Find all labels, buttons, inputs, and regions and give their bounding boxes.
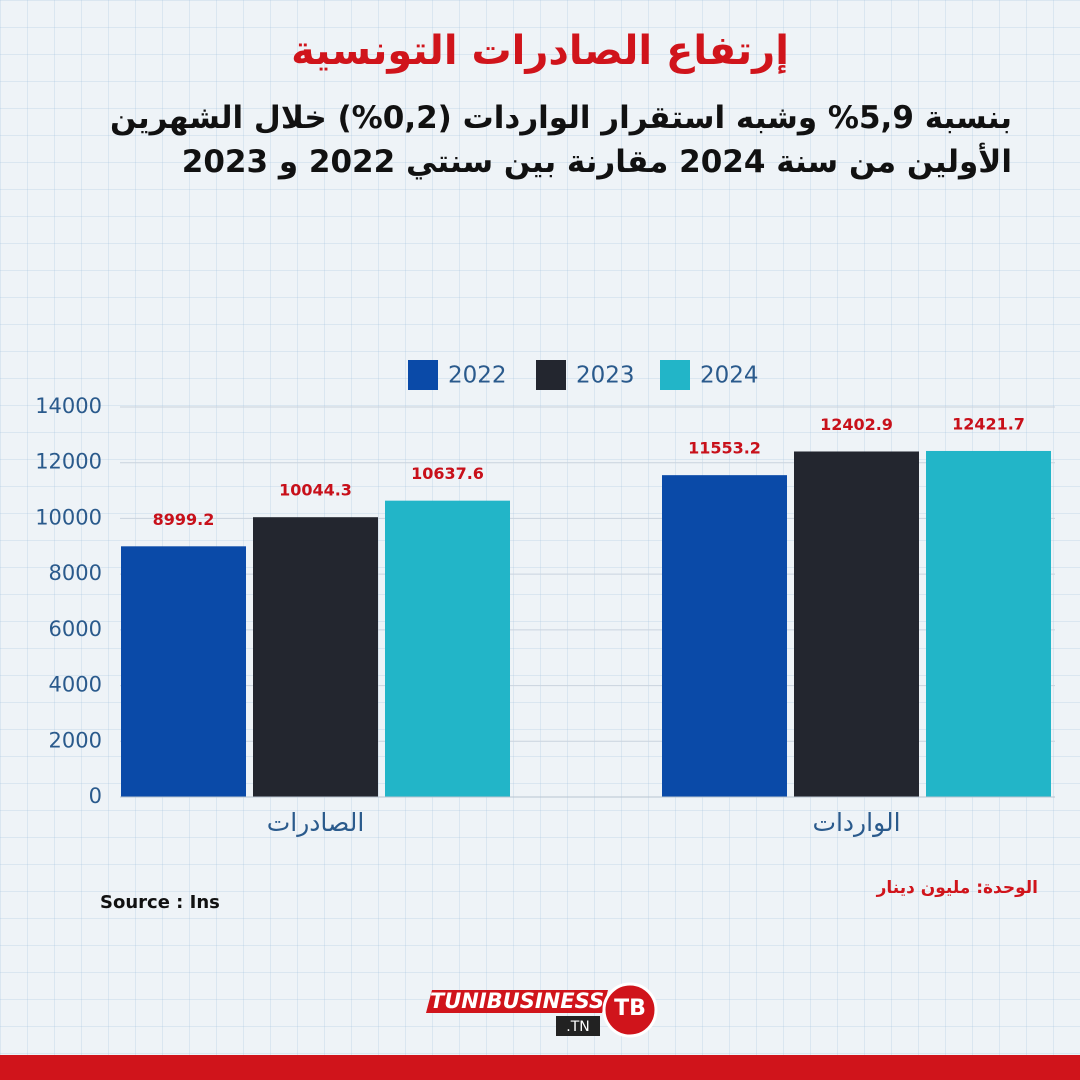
y-tick-label: 14000	[35, 394, 102, 418]
y-tick-label: 8000	[49, 561, 102, 585]
logo-badge-text: TB	[614, 996, 646, 1021]
logo-band	[426, 990, 608, 1013]
value-label: 12402.9	[820, 415, 893, 434]
bar	[385, 500, 510, 797]
y-tick-label: 2000	[49, 728, 102, 752]
subtitle-line: الأولين من سنة 2024 مقارنة بين سنتي 2022…	[181, 144, 1012, 180]
value-label: 8999.2	[153, 510, 215, 529]
bar	[253, 517, 378, 797]
legend-label: 2023	[576, 363, 635, 389]
bar	[121, 546, 246, 797]
legend-swatch	[408, 360, 438, 390]
y-tick-label: 12000	[35, 450, 102, 474]
subtitle-line: بنسبة 5,9% وشبه استقرار الواردات (0,2%) …	[110, 100, 1012, 136]
bar	[926, 450, 1051, 797]
legend-swatch	[660, 360, 690, 390]
bar	[662, 475, 787, 797]
y-tick-label: 6000	[49, 617, 102, 641]
logo-text: TUNIBUSINESS	[430, 989, 604, 1013]
y-tick-label: 0	[89, 784, 102, 808]
subtitle: بنسبة 5,9% وشبه استقرار الواردات (0,2%) …	[52, 96, 1012, 184]
chart-title: إرتفاع الصادرات التونسية	[291, 28, 789, 74]
bar	[794, 451, 919, 797]
legend-label: 2024	[700, 363, 759, 389]
unit-note: الوحدة: مليون دينار	[876, 878, 1038, 898]
logo: TUNIBUSINESS .TN TB	[426, 982, 658, 1038]
source: Source : Ins	[100, 892, 220, 913]
footer-bar	[0, 1055, 1080, 1080]
y-tick-label: 10000	[35, 505, 102, 529]
x-tick-label: الواردات	[812, 808, 900, 837]
logo-tn-box	[556, 1016, 600, 1036]
value-label: 10044.3	[279, 481, 352, 500]
logo-badge	[602, 982, 658, 1038]
y-tick-label: 4000	[49, 673, 102, 697]
logo-tn: .TN	[566, 1019, 589, 1035]
legend-label: 2022	[448, 363, 507, 389]
value-label: 11553.2	[688, 439, 761, 458]
value-label: 10637.6	[411, 464, 484, 483]
x-tick-label: الصادرات	[267, 808, 365, 837]
value-label: 12421.7	[952, 414, 1025, 433]
legend-swatch	[536, 360, 566, 390]
